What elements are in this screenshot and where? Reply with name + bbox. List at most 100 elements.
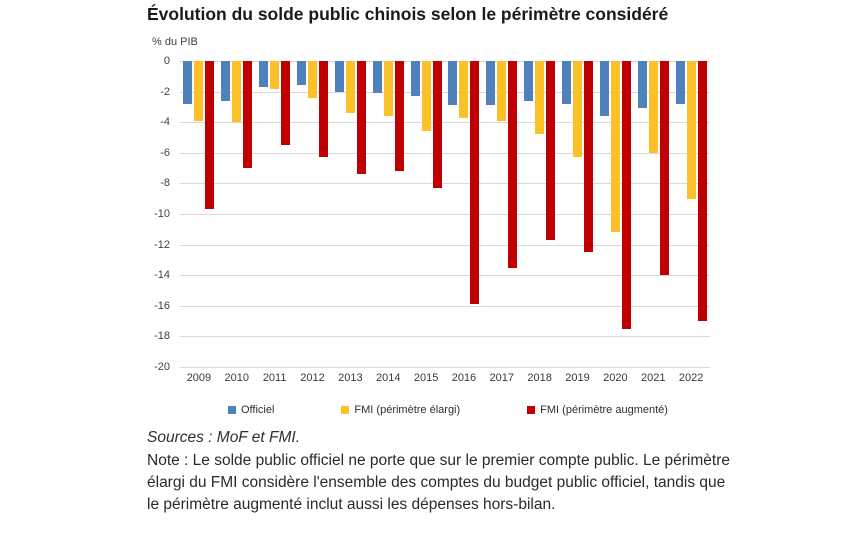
legend-swatch-icon	[341, 406, 350, 414]
bar-officiel-2021	[637, 61, 647, 108]
bar-officiel-2017	[486, 61, 496, 105]
x-tick-label-2022: 2022	[678, 372, 704, 384]
bar-group-2020	[596, 61, 634, 329]
bar-group-2015	[407, 61, 445, 188]
x-tick-label-2011: 2011	[262, 372, 287, 384]
bar-fmi-perimetre-augmente-2012	[319, 61, 328, 157]
gridline-y--16	[180, 306, 710, 307]
bar-group-2014	[369, 61, 407, 171]
y-tick-label: -20	[154, 361, 170, 373]
bar-fmi-perimetre-elargi-2012	[308, 61, 317, 98]
bar-group-2019	[559, 61, 597, 252]
gridline-y--14	[180, 275, 710, 276]
bar-fmi-perimetre-elargi-2017	[497, 61, 507, 121]
gridline-y--4	[180, 122, 710, 123]
bar-fmi-perimetre-elargi-2018	[535, 61, 545, 134]
x-tick-label-2017: 2017	[489, 372, 515, 384]
bar-fmi-perimetre-augmente-2009	[205, 61, 215, 209]
y-tick-label: -4	[160, 116, 170, 128]
bar-fmi-perimetre-elargi-2019	[573, 61, 583, 157]
bar-fmi-perimetre-elargi-2020	[610, 61, 620, 232]
bar-officiel-2010	[221, 61, 231, 101]
y-tick-label: 0	[163, 55, 170, 67]
bar-fmi-perimetre-augmente-2011	[281, 61, 291, 145]
x-tick-label-2018: 2018	[527, 372, 552, 384]
x-tick-label-2012: 2012	[300, 372, 325, 384]
gridline-y--18	[180, 336, 710, 337]
y-tick-label: -6	[160, 147, 170, 159]
bar-fmi-perimetre-elargi-2009	[194, 61, 204, 121]
bar-fmi-perimetre-augmente-2021	[659, 61, 669, 275]
bar-group-2013	[331, 61, 369, 174]
bar-group-2016	[445, 61, 483, 304]
bar-group-2018	[521, 61, 559, 240]
bar-fmi-perimetre-augmente-2014	[394, 61, 404, 171]
legend-swatch-icon	[527, 406, 536, 414]
bar-fmi-perimetre-augmente-2018	[546, 61, 556, 240]
bar-officiel-2013	[334, 61, 344, 92]
bar-series-container	[180, 61, 710, 367]
gridline-y-0	[180, 61, 710, 62]
x-tick-label-2014: 2014	[375, 372, 401, 384]
gridline-y--6	[180, 153, 710, 154]
y-tick-label: -12	[154, 239, 170, 251]
bar-group-2021	[634, 61, 672, 275]
bar-group-2010	[218, 61, 256, 168]
gridline-y--12	[180, 245, 710, 246]
legend-label: FMI (périmètre augmenté)	[540, 404, 668, 416]
y-tick-label: -18	[154, 330, 170, 342]
bar-fmi-perimetre-elargi-2016	[459, 61, 469, 118]
y-tick-label: -10	[154, 208, 170, 220]
bar-fmi-perimetre-augmente-2020	[621, 61, 631, 329]
y-tick-label: -14	[154, 269, 170, 281]
bar-officiel-2022	[675, 61, 685, 104]
bar-fmi-perimetre-augmente-2016	[470, 61, 480, 304]
x-tick-label-2019: 2019	[565, 372, 590, 384]
bar-group-2011	[256, 61, 294, 145]
gridline-y--10	[180, 214, 710, 215]
chart-title: Évolution du solde public chinois selon …	[147, 4, 669, 24]
legend-item-fmi-perimetre-augmente: FMI (périmètre augmenté)	[527, 404, 668, 416]
x-tick-label-2010: 2010	[224, 372, 250, 384]
bar-officiel-2014	[372, 61, 382, 93]
bar-officiel-2015	[410, 61, 420, 96]
x-tick-label-2015: 2015	[413, 372, 439, 384]
x-tick-label-2020: 2020	[603, 372, 628, 384]
bar-officiel-2018	[524, 61, 534, 101]
bar-fmi-perimetre-elargi-2015	[421, 61, 431, 131]
bar-fmi-perimetre-elargi-2010	[232, 61, 242, 122]
bar-officiel-2012	[297, 61, 306, 85]
legend-label: Officiel	[241, 404, 275, 416]
bar-fmi-perimetre-augmente-2010	[243, 61, 253, 168]
gridline-y--20	[180, 367, 710, 368]
bar-officiel-2020	[599, 61, 609, 116]
bar-fmi-perimetre-augmente-2017	[508, 61, 518, 268]
bar-fmi-perimetre-elargi-2014	[383, 61, 393, 116]
gridline-y--2	[180, 92, 710, 93]
legend-item-officiel: Officiel	[228, 404, 274, 416]
bar-group-2012	[294, 61, 332, 157]
x-axis-tick-labels: 2009 2010 2011 2012 2013 2014 2015 2016 2017 2018…	[180, 372, 710, 384]
bar-fmi-perimetre-elargi-2013	[345, 61, 355, 113]
bar-fmi-perimetre-elargi-2011	[270, 61, 280, 89]
legend-item-fmi-perimetre-elargi: FMI (périmètre élargi)	[341, 404, 460, 416]
bar-officiel-2009	[183, 61, 193, 104]
legend-label: FMI (périmètre élargi)	[354, 404, 461, 416]
bar-fmi-perimetre-elargi-2021	[648, 61, 658, 153]
bar-officiel-2011	[259, 61, 269, 87]
bar-fmi-perimetre-augmente-2015	[432, 61, 442, 188]
x-tick-label-2016: 2016	[451, 372, 477, 384]
y-axis-unit-label: % du PIB	[152, 36, 198, 48]
bar-group-2009	[180, 61, 218, 209]
bar-fmi-perimetre-augmente-2022	[697, 61, 707, 321]
y-axis-tick-labels: 0 -2 -4 -6 -8 -10 -12 -14 -16 -18 -20	[138, 55, 174, 373]
bar-officiel-2016	[448, 61, 458, 105]
bar-group-2022	[672, 61, 710, 321]
bar-fmi-perimetre-augmente-2019	[584, 61, 594, 252]
bar-fmi-perimetre-augmente-2013	[356, 61, 366, 174]
bar-officiel-2019	[562, 61, 572, 104]
bar-group-2017	[483, 61, 521, 268]
note-caption: Note : Le solde public officiel ne porte…	[147, 452, 730, 513]
y-tick-label: -2	[160, 86, 170, 98]
